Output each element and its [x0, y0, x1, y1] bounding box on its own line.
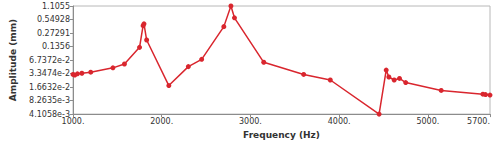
svg-text:2000.: 2000.	[150, 117, 173, 126]
svg-text:0.27291: 0.27291	[37, 29, 70, 38]
svg-text:Amplitude (mm): Amplitude (mm)	[8, 19, 18, 101]
svg-text:1000.: 1000.	[62, 117, 85, 126]
svg-text:0.54928: 0.54928	[37, 15, 70, 24]
svg-text:3000.: 3000.	[239, 117, 262, 126]
svg-text:1.1055: 1.1055	[42, 2, 70, 11]
svg-text:6.7372e-2: 6.7372e-2	[29, 56, 70, 65]
svg-text:Frequency (Hz): Frequency (Hz)	[243, 130, 320, 140]
svg-text:0.1356: 0.1356	[42, 42, 70, 51]
svg-text:5700.: 5700.	[467, 117, 490, 126]
svg-text:3.3474e-2: 3.3474e-2	[29, 69, 70, 78]
svg-text:1.6632e-2: 1.6632e-2	[29, 83, 70, 92]
svg-text:5000.: 5000.	[416, 117, 439, 126]
svg-text:8.2635e-3: 8.2635e-3	[29, 96, 70, 105]
svg-text:4.1058e-3: 4.1058e-3	[29, 109, 70, 119]
svg-text:4000.: 4000.	[328, 117, 351, 126]
